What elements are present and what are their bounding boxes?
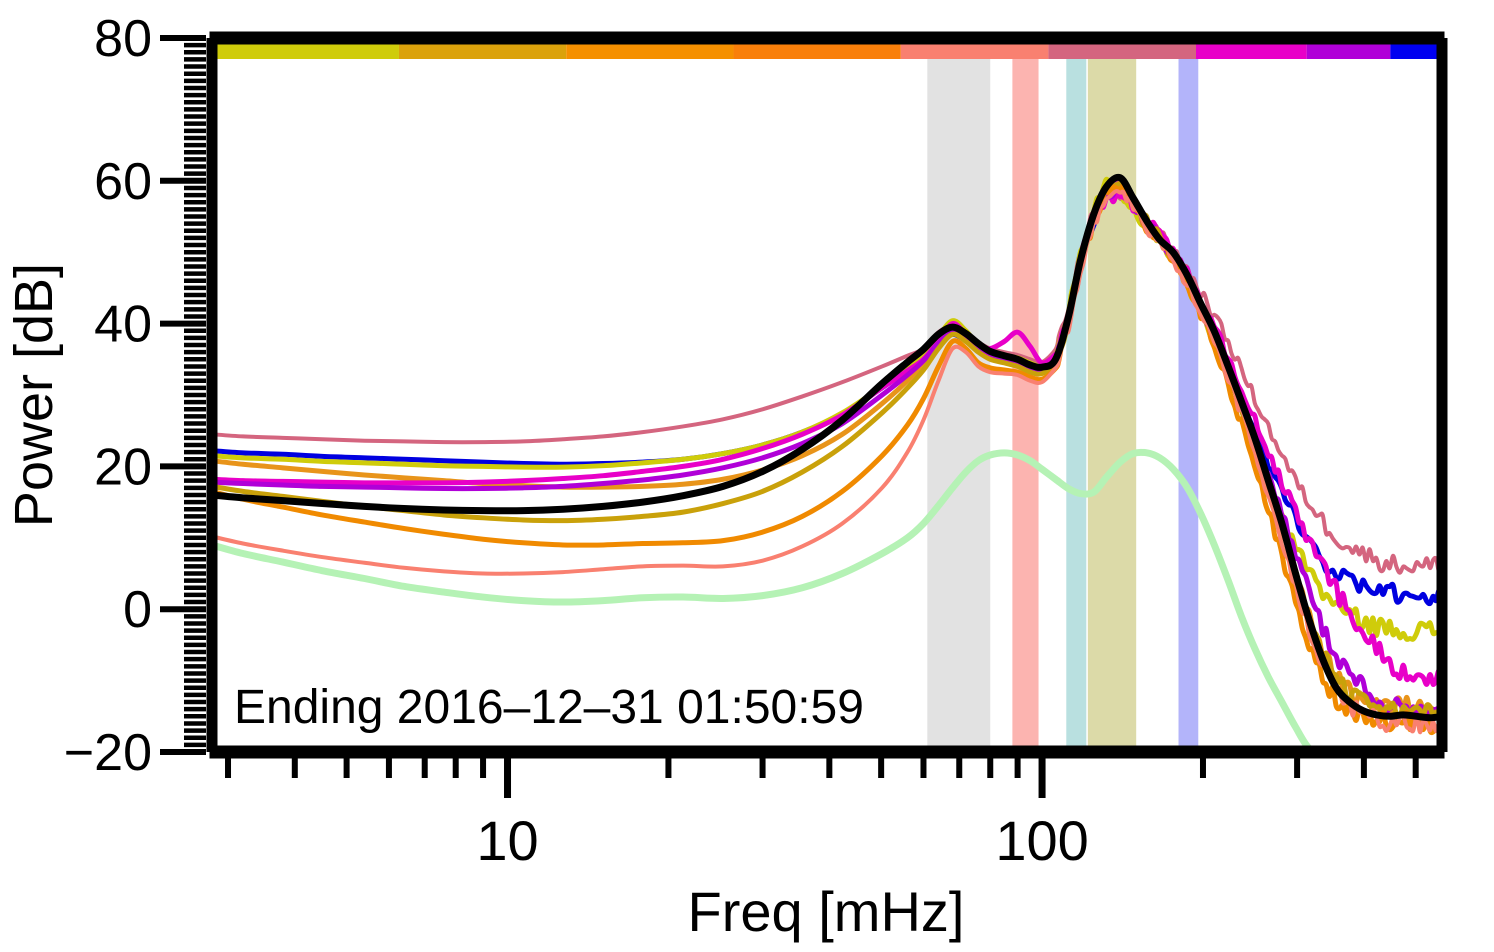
top-colorbar — [212, 44, 1442, 59]
seg-orange — [566, 44, 734, 59]
ending-timestamp-annotation: Ending 2016–12–31 01:50:59 — [234, 681, 864, 734]
seg-purple — [1306, 44, 1391, 59]
trace-black-mean — [212, 173, 1442, 722]
axis-tick-labels: 80 60 40 20 0 −20 10 100 — [64, 10, 1089, 872]
band-lavender — [1178, 46, 1199, 747]
y-tick-label: 60 — [94, 153, 152, 211]
axis-ticks-group — [160, 35, 1419, 798]
band-cyan — [1066, 46, 1087, 747]
axes-frame — [206, 31, 1448, 759]
seg-rose — [1048, 44, 1196, 59]
y-tick-label: 0 — [123, 581, 152, 639]
y-axis-label: Power [dB] — [4, 263, 64, 527]
x-tick-label: 10 — [476, 809, 538, 872]
shaded-bands-group — [927, 46, 1199, 747]
band-khaki — [1087, 46, 1137, 747]
seg-magenta — [1196, 44, 1307, 59]
y-tick-label: 80 — [94, 10, 152, 68]
y-tick-label: 20 — [94, 438, 152, 496]
seg-yellow — [212, 44, 399, 59]
seg-gold — [398, 44, 567, 59]
x-tick-label: 100 — [995, 809, 1088, 872]
band-pink — [1012, 46, 1039, 747]
seg-salmon — [900, 44, 1049, 59]
seg-blue — [1390, 44, 1442, 59]
band-gray — [927, 46, 991, 747]
x-axis-label: Freq [mHz] — [688, 880, 965, 943]
y-tick-label: −20 — [64, 724, 152, 782]
data-traces-group — [212, 173, 1442, 752]
y-tick-label: 40 — [94, 296, 152, 354]
seg-orange-deep — [733, 44, 901, 59]
